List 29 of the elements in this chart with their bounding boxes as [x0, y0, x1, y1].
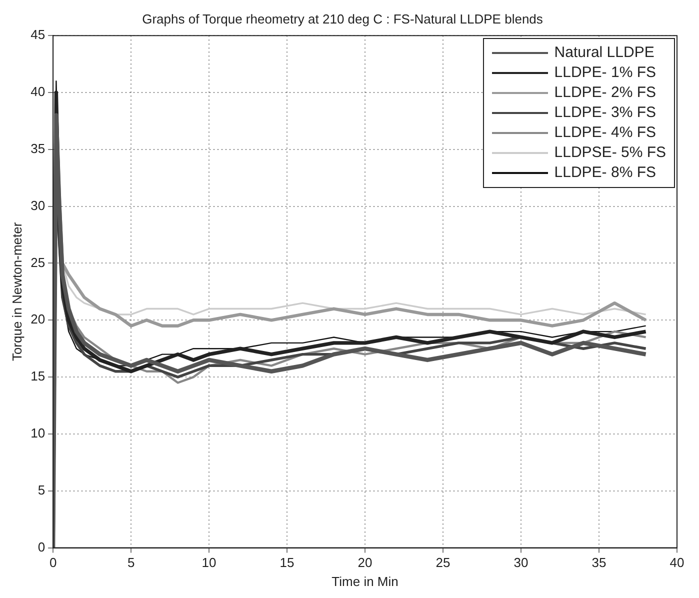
legend-label: LLDPE- 1% FS — [554, 62, 656, 83]
x-tick-label: 40 — [670, 555, 684, 570]
legend-label: LLDPE- 2% FS — [554, 82, 656, 103]
y-tick-label: 10 — [30, 426, 46, 441]
y-tick-label: 25 — [30, 254, 46, 270]
legend-label: LLDPE- 4% FS — [554, 122, 656, 143]
x-tick-label: 0 — [49, 555, 57, 570]
x-tick-label: 15 — [280, 555, 294, 570]
legend-label: Natural LLDPE — [554, 42, 654, 63]
x-axis-title: Time in Min — [332, 574, 398, 589]
y-tick-label: 15 — [30, 368, 46, 384]
y-tick-label: 40 — [30, 84, 46, 100]
y-tick-label: 35 — [30, 141, 46, 156]
y-tick-label: 30 — [30, 198, 46, 213]
chart-title: Graphs of Torque rheometry at 210 deg C : FS-Natural LLDPE blends — [142, 11, 544, 26]
y-tick-label: 5 — [38, 482, 46, 498]
x-tick-label: 20 — [358, 555, 372, 570]
legend-label: LLDPSE- 5% FS — [554, 142, 666, 163]
x-tick-label: 35 — [592, 555, 606, 570]
legend-label: LLDPE- 8% FS — [554, 162, 656, 183]
x-tick-label: 10 — [202, 555, 216, 570]
y-tick-label: 0 — [38, 539, 46, 554]
legend-label: LLDPE- 3% FS — [554, 102, 656, 123]
y-tick-label: 20 — [30, 312, 46, 327]
y-axis-title: Torque in Newton-meter — [9, 222, 24, 362]
x-tick-label: 30 — [514, 555, 528, 570]
x-tick-label: 5 — [127, 555, 135, 570]
x-tick-label: 25 — [436, 555, 450, 570]
y-tick-label: 45 — [30, 27, 46, 42]
